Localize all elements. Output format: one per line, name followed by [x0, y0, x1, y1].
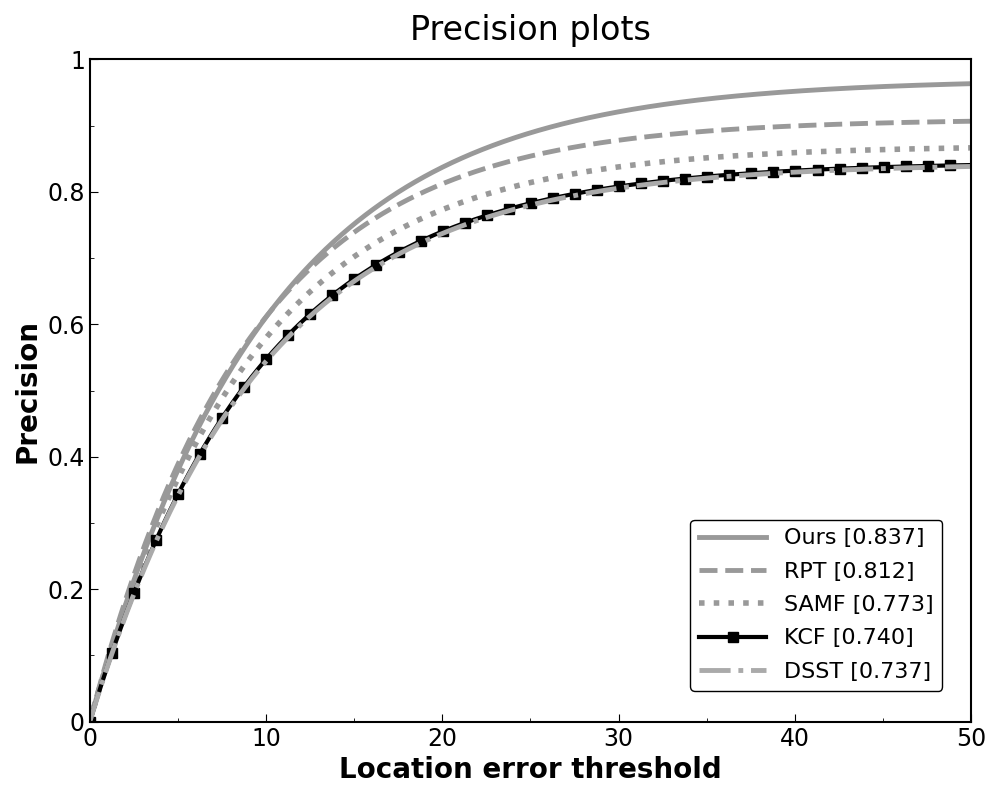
Line: Ours [0.837]: Ours [0.837]: [90, 84, 971, 721]
DSST [0.737]: [965, 162, 977, 172]
Line: SAMF [0.773]: SAMF [0.773]: [90, 148, 971, 721]
KCF [0.740]: [771, 167, 783, 176]
Ours [0.837]: [689, 96, 701, 105]
SAMF [0.773]: [771, 148, 783, 158]
Legend: Ours [0.837], RPT [0.812], SAMF [0.773], KCF [0.740], DSST [0.737]: Ours [0.837], RPT [0.812], SAMF [0.773],…: [690, 519, 942, 691]
Line: KCF [0.740]: KCF [0.740]: [85, 160, 976, 726]
Ours [0.837]: [787, 87, 799, 97]
RPT [0.812]: [174, 456, 186, 465]
DSST [0.737]: [787, 168, 799, 177]
DSST [0.737]: [472, 215, 484, 225]
Line: DSST [0.737]: DSST [0.737]: [90, 167, 971, 721]
KCF [0.740]: [472, 214, 484, 223]
SAMF [0.773]: [965, 143, 977, 152]
Ours [0.837]: [771, 88, 783, 97]
Ours [0.837]: [965, 79, 977, 89]
SAMF [0.773]: [689, 154, 701, 164]
KCF [0.740]: [174, 486, 186, 496]
RPT [0.812]: [787, 121, 799, 131]
SAMF [0.773]: [787, 148, 799, 157]
KCF [0.740]: [440, 225, 452, 235]
Y-axis label: Precision: Precision: [14, 318, 42, 463]
DSST [0.737]: [440, 227, 452, 237]
KCF [0.740]: [84, 717, 96, 726]
Ours [0.837]: [174, 461, 186, 471]
DSST [0.737]: [689, 175, 701, 184]
DSST [0.737]: [84, 717, 96, 726]
RPT [0.812]: [771, 122, 783, 132]
Ours [0.837]: [84, 717, 96, 726]
KCF [0.740]: [787, 166, 799, 176]
Title: Precision plots: Precision plots: [410, 14, 651, 47]
Ours [0.837]: [472, 147, 484, 156]
SAMF [0.773]: [440, 203, 452, 213]
Ours [0.837]: [440, 160, 452, 170]
KCF [0.740]: [689, 173, 701, 183]
X-axis label: Location error threshold: Location error threshold: [339, 757, 722, 784]
RPT [0.812]: [965, 117, 977, 126]
RPT [0.812]: [472, 166, 484, 176]
SAMF [0.773]: [174, 470, 186, 480]
SAMF [0.773]: [472, 192, 484, 202]
RPT [0.812]: [440, 177, 452, 187]
DSST [0.737]: [771, 168, 783, 178]
SAMF [0.773]: [84, 717, 96, 726]
Line: RPT [0.812]: RPT [0.812]: [90, 121, 971, 721]
DSST [0.737]: [174, 488, 186, 497]
RPT [0.812]: [689, 128, 701, 137]
RPT [0.812]: [84, 717, 96, 726]
KCF [0.740]: [965, 160, 977, 170]
